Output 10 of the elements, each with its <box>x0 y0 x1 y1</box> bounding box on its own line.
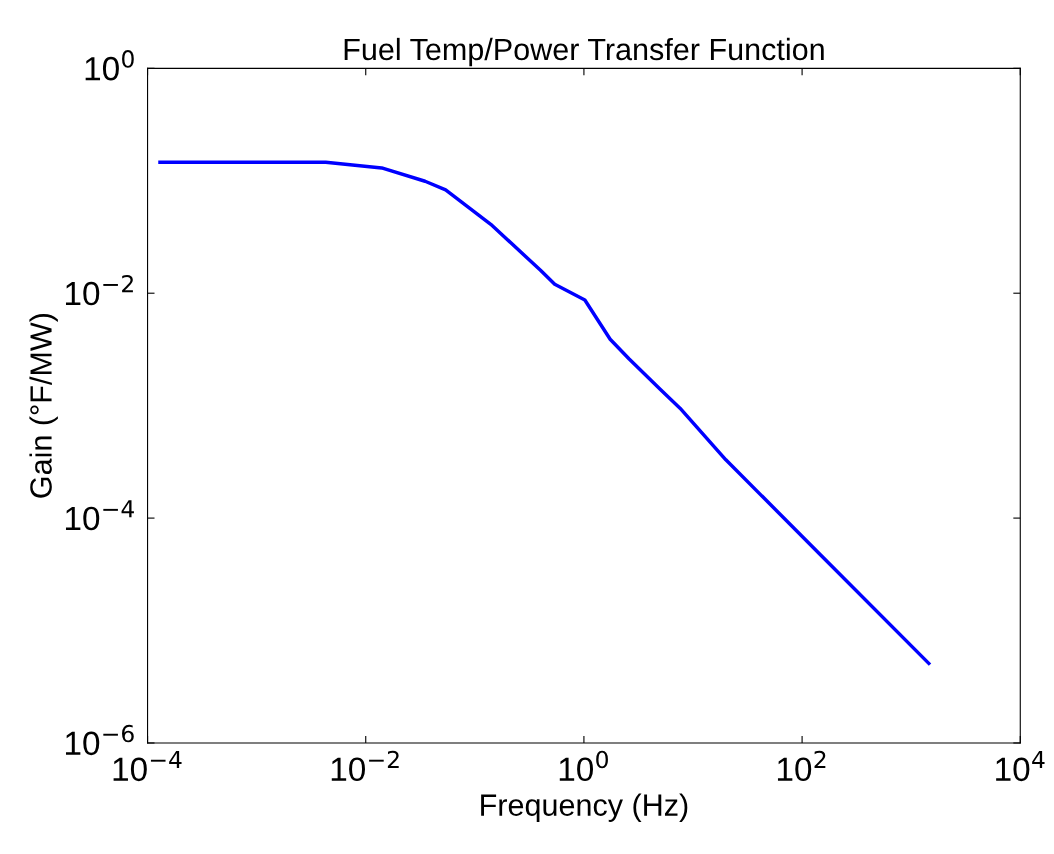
chart-title: Fuel Temp/Power Transfer Function <box>344 37 824 67</box>
y-tick-label: 10$^{−2}$ <box>65 274 133 306</box>
y-axis-title: Gain (°F/MW) <box>29 314 58 498</box>
y-tick-label: 10$^{−4}$ <box>65 500 134 531</box>
y-tick-label: 10$^{0}$ <box>85 50 134 81</box>
x-tick-label: 10$^{2}$ <box>777 750 826 782</box>
x-axis-title: Frequency (Hz) <box>481 793 688 822</box>
x-tick-label: 10$^{−2}$ <box>331 750 399 782</box>
x-tick-label: 10$^{0}$ <box>559 750 608 782</box>
x-tick-label: 10$^{4}$ <box>996 751 1045 782</box>
